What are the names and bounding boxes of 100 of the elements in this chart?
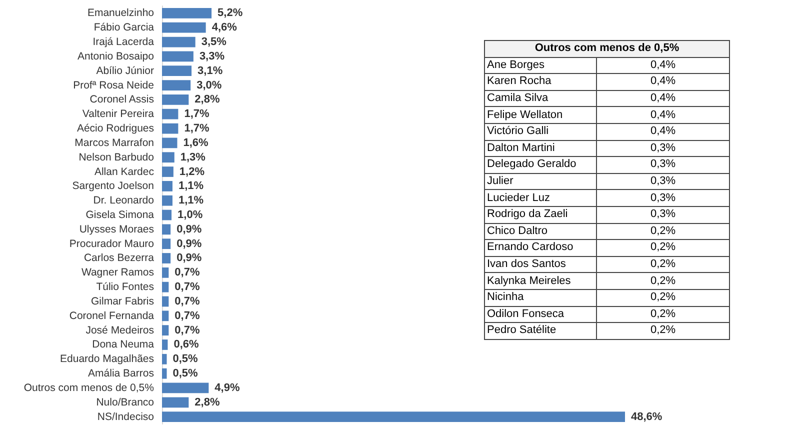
- data-label: 0,7%: [174, 281, 200, 294]
- data-label: 2,8%: [194, 396, 220, 408]
- y-tick-label: Túlio Fontes: [96, 281, 154, 294]
- data-label: 0,9%: [176, 223, 202, 236]
- category-label: Kalynka Meireles: [484, 272, 596, 290]
- category-label: Victório Galli: [484, 123, 596, 140]
- y-tick-label: Valtenir Pereira: [82, 108, 154, 120]
- bar: [162, 22, 206, 33]
- category-label: Rodrigo da Zaeli: [484, 206, 596, 224]
- y-tick-label: Ulysses Moraes: [79, 223, 154, 236]
- category-label: Pedro Satélite: [484, 322, 596, 340]
- text: 0,3%: [650, 175, 676, 188]
- data-label: 48,6%: [631, 410, 662, 423]
- y-tick-label: Gilmar Fabris: [90, 295, 154, 308]
- category-label: Ivan dos Santos: [484, 256, 596, 273]
- text: Outros com menos de 0,5%: [484, 40, 730, 58]
- y-tick-label: Carlos Bezerra: [84, 252, 154, 264]
- category-label: Delegado Geraldo: [484, 156, 596, 174]
- data-label: 0,6%: [174, 338, 200, 351]
- category-label: Dalton Martini: [484, 140, 596, 157]
- data-label: 0,5%: [172, 353, 198, 366]
- bar: [162, 36, 196, 48]
- text: 0,2%: [650, 291, 676, 304]
- text: 0,3%: [650, 158, 676, 170]
- data-label: 0,7%: [174, 266, 200, 279]
- bar: [162, 253, 171, 264]
- y-tick-label: Allan Kardec: [94, 166, 154, 178]
- y-tick-label: Fábio Garcia: [94, 22, 154, 34]
- bar: [162, 397, 189, 408]
- y-tick-label: Coronel Fernanda: [69, 310, 154, 322]
- y-tick-label: Dr. Leonardo: [93, 194, 154, 207]
- bar: [162, 80, 191, 90]
- text: 0,2%: [650, 258, 676, 270]
- bar: [162, 166, 174, 177]
- y-tick-label: Wagner Ramos: [81, 266, 154, 279]
- text: 0,3%: [650, 142, 676, 154]
- category-label: Ernando Cardoso: [484, 240, 596, 256]
- category-label: Felipe Wellaton: [484, 106, 596, 124]
- bar: [162, 325, 169, 336]
- bar: [162, 51, 194, 62]
- text: 0,3%: [650, 208, 676, 220]
- bar: [162, 108, 178, 120]
- bar: [162, 368, 167, 379]
- data-label: 3,0%: [196, 79, 222, 92]
- data-label: 0,7%: [174, 324, 200, 336]
- bar: [162, 8, 212, 18]
- bar: [162, 238, 171, 250]
- text: 0,2%: [650, 241, 676, 254]
- y-tick-label: Sargento Joelson: [72, 180, 154, 192]
- data-label: 1,6%: [183, 136, 209, 149]
- data-label: 2,8%: [194, 94, 220, 106]
- bar: [162, 123, 178, 134]
- y-tick-label: Amália Barros: [88, 368, 154, 380]
- category-label: Lucieder Luz: [484, 190, 596, 206]
- category-label: Ane Borges: [484, 57, 596, 74]
- data-label: 1,1%: [178, 194, 204, 207]
- data-label: 0,5%: [172, 368, 198, 380]
- text: 0,3%: [650, 192, 676, 204]
- category-label: Julier: [484, 173, 596, 190]
- data-label: 1,0%: [178, 209, 203, 221]
- y-tick-label: Profª Rosa Neide: [73, 79, 154, 92]
- y-tick-label: Marcos Marrafon: [74, 136, 154, 149]
- data-label: 1,2%: [179, 166, 205, 178]
- bar: [162, 340, 168, 350]
- y-tick-label: José Medeiros: [86, 324, 154, 336]
- text: 0,4%: [650, 75, 676, 88]
- bar: [162, 282, 169, 292]
- text: 0,2%: [650, 224, 676, 237]
- y-tick-label: Gisela Simona: [86, 209, 154, 221]
- bar: [162, 296, 169, 307]
- y-tick-label: Nelson Barbudo: [78, 151, 154, 164]
- category-label: Chico Daltro: [484, 223, 596, 240]
- y-tick-label: Irajá Lacerda: [92, 36, 154, 48]
- category-label: Nicinha: [484, 289, 596, 306]
- bar: [162, 382, 209, 394]
- y-tick-label: Outros com menos de 0,5%: [24, 382, 154, 394]
- bar: [162, 152, 174, 163]
- bar: [162, 180, 172, 192]
- data-label: 3,5%: [201, 36, 227, 48]
- bar: [162, 224, 171, 235]
- data-label: 3,3%: [199, 50, 225, 62]
- y-tick-label: Emanuelzinho: [87, 7, 154, 20]
- category-label: Karen Rocha: [484, 74, 596, 90]
- data-label: 1,7%: [184, 108, 210, 120]
- bar: [162, 195, 172, 206]
- bar: [162, 310, 169, 322]
- y-tick-label: NS/Indeciso: [97, 410, 154, 423]
- data-label: 1,7%: [184, 122, 210, 135]
- category-label: Odilon Fonseca: [484, 306, 596, 323]
- data-label: 0,7%: [174, 295, 200, 308]
- y-tick-label: Nulo/Branco: [96, 396, 154, 408]
- y-tick-label: Antonio Bosaipo: [78, 50, 154, 62]
- bar: [162, 66, 192, 76]
- bar: [162, 94, 189, 105]
- data-label: 1,1%: [178, 180, 204, 192]
- y-tick-label: Eduardo Magalhães: [60, 353, 154, 366]
- text: 0,4%: [650, 58, 676, 71]
- data-label: 0,9%: [176, 252, 202, 264]
- data-label: 1,3%: [180, 151, 206, 164]
- bar: [162, 267, 169, 278]
